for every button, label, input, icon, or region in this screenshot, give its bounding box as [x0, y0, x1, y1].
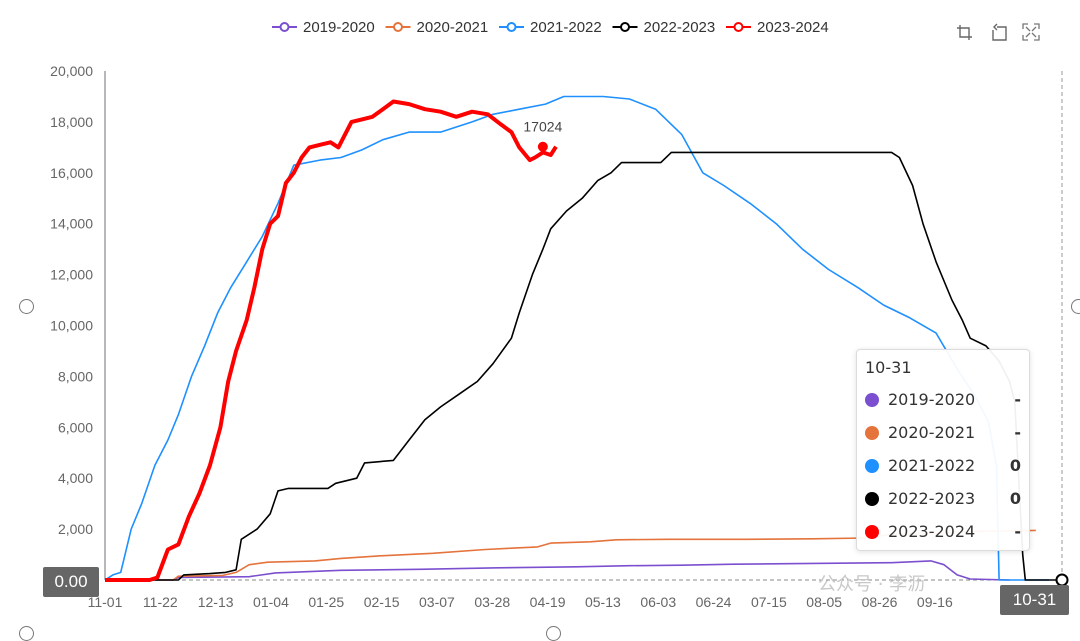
legend-item-2020-2021[interactable]: 2020-2021 [385, 19, 489, 36]
x-axis: 11-01 11-22 12-13 01-04 01-25 02-15 03-07 03-28… [88, 579, 1062, 610]
fullscreen-icon[interactable] [1021, 22, 1041, 42]
y-axis-pointer-label: 0.00 [43, 567, 99, 597]
series-layer [104, 95, 1060, 582]
legend: 2019-2020 2020-2021 2021-2022 2022-2023 2023… [272, 19, 829, 36]
tooltip-series-value: - [1014, 390, 1021, 409]
watermark: 公众号 · 李沥 [818, 574, 926, 595]
series-end-point [537, 141, 548, 152]
legend-item-2022-2023[interactable]: 2022-2023 [612, 19, 716, 36]
x-tick-label: 02-15 [364, 594, 400, 610]
legend-marker-icon [506, 22, 517, 32]
tooltip-title: 10-31 [865, 358, 912, 377]
annotation-layer: 17024 [523, 119, 1069, 587]
x-tick-label: 03-07 [419, 594, 455, 610]
hover-point [1055, 573, 1069, 587]
tooltip-series-name: 2021-2022 [888, 456, 976, 475]
zoom-handle-bottom-left[interactable] [19, 626, 34, 641]
tooltip-series-name: 2022-2023 [888, 489, 976, 508]
tooltip-series-name: 2020-2021 [888, 423, 976, 442]
series-marker [865, 492, 879, 506]
x-tick-label: 08-26 [862, 594, 898, 610]
legend-label: 2023-2024 [757, 19, 829, 36]
legend-item-2019-2020[interactable]: 2019-2020 [272, 19, 375, 36]
series-line-2022-2023 [105, 151, 1060, 581]
series-marker [865, 393, 879, 407]
y-tick-label: 4,000 [58, 470, 93, 486]
tooltip-series-name: 2023-2024 [888, 522, 976, 541]
legend-marker-icon [393, 22, 403, 32]
zoom-handle-right[interactable] [1071, 299, 1080, 314]
series-marker [865, 525, 879, 539]
x-tick-label: 04-19 [530, 594, 566, 610]
zoom-handle-bottom-mid[interactable] [546, 626, 561, 641]
legend-marker-icon [279, 22, 290, 32]
tooltip-series-value: 0 [1009, 489, 1021, 508]
y-tick-label: 2,000 [58, 521, 93, 537]
tooltip-row: 2019-2020 - [865, 390, 1021, 412]
x-tick-label: 09-16 [917, 594, 953, 610]
y-tick-label: 16,000 [50, 165, 93, 181]
y-tick-label: 6,000 [58, 419, 93, 435]
x-tick-label: 11-01 [88, 594, 123, 610]
y-tick-label: 14,000 [50, 216, 93, 232]
y-tick-label: 10,000 [50, 318, 93, 334]
legend-label: 2019-2020 [303, 19, 375, 36]
y-axis: 20,000 18,000 16,000 14,000 12,000 10,000 8,00… [50, 63, 1063, 580]
x-tick-label: 11-22 [143, 594, 178, 610]
tooltip-series-value: 0 [1009, 456, 1021, 475]
series-marker [865, 426, 879, 440]
x-axis-pointer-label: 10-31 [1000, 585, 1069, 615]
tooltip: 10-31 2019-2020 - 2020-2021 - 2021-2022 … [856, 349, 1030, 551]
x-tick-label: 06-03 [640, 594, 676, 610]
series-line-2023-2024 [105, 99, 558, 582]
tooltip-series-value: - [1014, 423, 1021, 442]
x-tick-label: 01-04 [253, 594, 289, 610]
tooltip-series-name: 2019-2020 [888, 390, 976, 409]
series-line-2021-2022 [104, 95, 1049, 581]
tooltip-row: 2020-2021 - [865, 423, 1021, 445]
y-tick-label: 8,000 [58, 368, 93, 384]
legend-item-2021-2022[interactable]: 2021-2022 [499, 19, 602, 36]
x-tick-label: 07-15 [751, 594, 787, 610]
zoom-icon[interactable] [954, 22, 974, 42]
legend-label: 2020-2021 [417, 19, 489, 36]
tooltip-row: 2022-2023 0 [865, 489, 1021, 511]
legend-marker-icon [733, 22, 744, 32]
legend-marker-icon [620, 22, 630, 32]
zoom-reset-icon[interactable] [989, 22, 1009, 42]
x-tick-label: 08-05 [806, 594, 842, 610]
x-tick-label: 06-24 [696, 594, 732, 610]
series-line-2019-2020 [105, 560, 1010, 581]
y-tick-label: 20,000 [50, 63, 93, 79]
tooltip-row: 2021-2022 0 [865, 456, 1021, 478]
x-tick-label: 12-13 [198, 594, 234, 610]
y-tick-label: 18,000 [50, 114, 93, 130]
tooltip-series-value: - [1014, 522, 1021, 541]
tooltip-row: 2023-2024 - [865, 522, 1021, 544]
x-tick-label: 03-28 [474, 594, 510, 610]
series-marker [865, 459, 879, 473]
y-tick-label: 12,000 [50, 267, 93, 283]
x-tick-label: 01-25 [308, 594, 344, 610]
legend-label: 2022-2023 [644, 19, 716, 36]
legend-item-2023-2024[interactable]: 2023-2024 [726, 19, 829, 36]
legend-label: 2021-2022 [530, 19, 602, 36]
zoom-handle-left[interactable] [19, 299, 34, 314]
x-tick-label: 05-13 [585, 594, 621, 610]
data-label: 17024 [523, 119, 562, 135]
